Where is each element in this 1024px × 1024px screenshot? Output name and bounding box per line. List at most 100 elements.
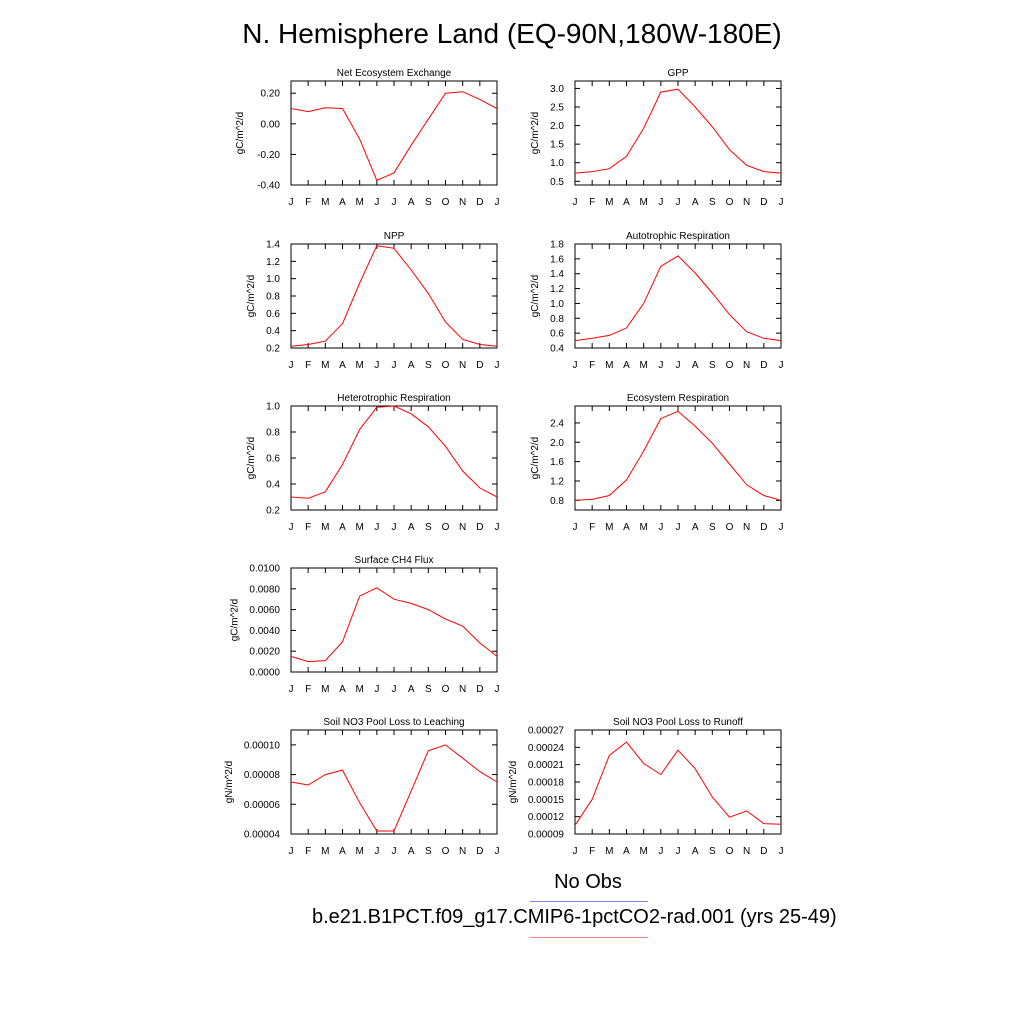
x-tick-label: J (658, 197, 663, 208)
x-tick-label: S (425, 197, 432, 208)
plot-frame (290, 243, 498, 349)
x-tick-label: O (442, 360, 450, 371)
y-tick-label: 0.0080 (249, 584, 280, 595)
y-tick-label: 3.0 (550, 84, 564, 95)
x-tick-label: A (623, 197, 630, 208)
y-tick-label: 0.0060 (249, 605, 280, 616)
x-tick-label: A (408, 360, 415, 371)
x-tick-label: J (289, 197, 294, 208)
chart-title: Soil NO3 Pool Loss to Runoff (613, 717, 743, 728)
y-tick-label: 0.00018 (528, 778, 565, 789)
y-tick-label: 1.6 (550, 457, 564, 468)
x-tick-label: J (392, 522, 397, 533)
plot-frame (574, 405, 782, 511)
x-tick-label: D (476, 360, 483, 371)
x-tick-label: S (425, 846, 432, 857)
x-tick-label: J (573, 846, 578, 857)
y-tick-label: -0.20 (257, 150, 280, 161)
legend-obs-line (530, 901, 648, 902)
x-tick-label: J (658, 522, 663, 533)
y-axis-label: gC/m^2/d (229, 599, 240, 642)
y-tick-label: 1.2 (550, 284, 564, 295)
y-tick-label: 0.5 (550, 177, 564, 188)
x-tick-label: N (459, 684, 466, 695)
x-tick-label: A (408, 522, 415, 533)
x-tick-label: J (495, 197, 500, 208)
chart-title: NPP (384, 231, 405, 242)
x-tick-label: N (459, 360, 466, 371)
x-tick-label: D (760, 360, 767, 371)
x-tick-label: S (709, 360, 716, 371)
x-tick-label: J (392, 846, 397, 857)
legend-case-line (530, 937, 648, 938)
x-tick-label: J (658, 846, 663, 857)
x-tick-label: M (639, 522, 647, 533)
y-tick-label: 1.2 (550, 476, 564, 487)
x-tick-label: N (743, 522, 750, 533)
x-tick-label: S (709, 197, 716, 208)
x-tick-label: A (408, 684, 415, 695)
x-tick-label: S (709, 522, 716, 533)
x-tick-label: F (589, 522, 595, 533)
x-tick-label: F (305, 846, 311, 857)
x-tick-label: D (476, 197, 483, 208)
x-tick-label: J (374, 846, 379, 857)
x-tick-label: O (726, 846, 734, 857)
x-tick-label: A (692, 360, 699, 371)
y-tick-label: 0.00004 (244, 830, 281, 841)
x-tick-label: J (374, 360, 379, 371)
x-tick-label: A (408, 846, 415, 857)
x-tick-label: N (743, 197, 750, 208)
series-line (574, 410, 782, 501)
x-tick-label: N (459, 197, 466, 208)
x-tick-label: M (321, 846, 329, 857)
x-tick-label: M (639, 360, 647, 371)
x-tick-label: F (305, 522, 311, 533)
page-title: N. Hemisphere Land (EQ-90N,180W-180E) (242, 18, 782, 49)
x-tick-label: J (289, 360, 294, 371)
y-axis-label: gC/m^2/d (246, 437, 257, 480)
y-axis-label: gC/m^2/d (246, 275, 257, 318)
y-tick-label: 0.20 (261, 89, 281, 100)
x-tick-label: J (289, 522, 294, 533)
x-tick-label: J (676, 522, 681, 533)
x-tick-label: A (339, 197, 346, 208)
x-tick-label: J (779, 846, 784, 857)
x-tick-label: O (726, 197, 734, 208)
x-tick-label: A (408, 197, 415, 208)
series-line (290, 744, 498, 832)
x-tick-label: A (339, 522, 346, 533)
x-tick-label: J (374, 197, 379, 208)
x-tick-label: S (709, 846, 716, 857)
plot-frame (574, 729, 782, 835)
y-tick-label: 1.0 (550, 158, 564, 169)
x-tick-label: F (305, 684, 311, 695)
x-tick-label: J (495, 360, 500, 371)
y-tick-label: 0.2 (266, 344, 280, 355)
x-tick-label: M (355, 522, 363, 533)
y-tick-label: 0.00010 (244, 740, 281, 751)
x-tick-label: J (392, 360, 397, 371)
x-tick-label: J (374, 522, 379, 533)
x-tick-label: J (495, 522, 500, 533)
y-tick-label: 0.6 (266, 309, 280, 320)
y-tick-label: 0.4 (550, 344, 564, 355)
y-tick-label: 0.4 (266, 326, 280, 337)
x-tick-label: J (495, 846, 500, 857)
y-tick-label: 0.00009 (528, 830, 565, 841)
y-axis-label: gC/m^2/d (530, 275, 541, 318)
series-line (574, 255, 782, 342)
y-tick-label: 1.5 (550, 140, 564, 151)
series-line (290, 587, 498, 663)
x-tick-label: D (476, 846, 483, 857)
x-tick-label: J (392, 684, 397, 695)
x-tick-label: J (676, 197, 681, 208)
x-tick-label: A (339, 360, 346, 371)
x-tick-label: M (321, 522, 329, 533)
y-tick-label: 1.0 (550, 299, 564, 310)
plot-frame (290, 405, 498, 511)
